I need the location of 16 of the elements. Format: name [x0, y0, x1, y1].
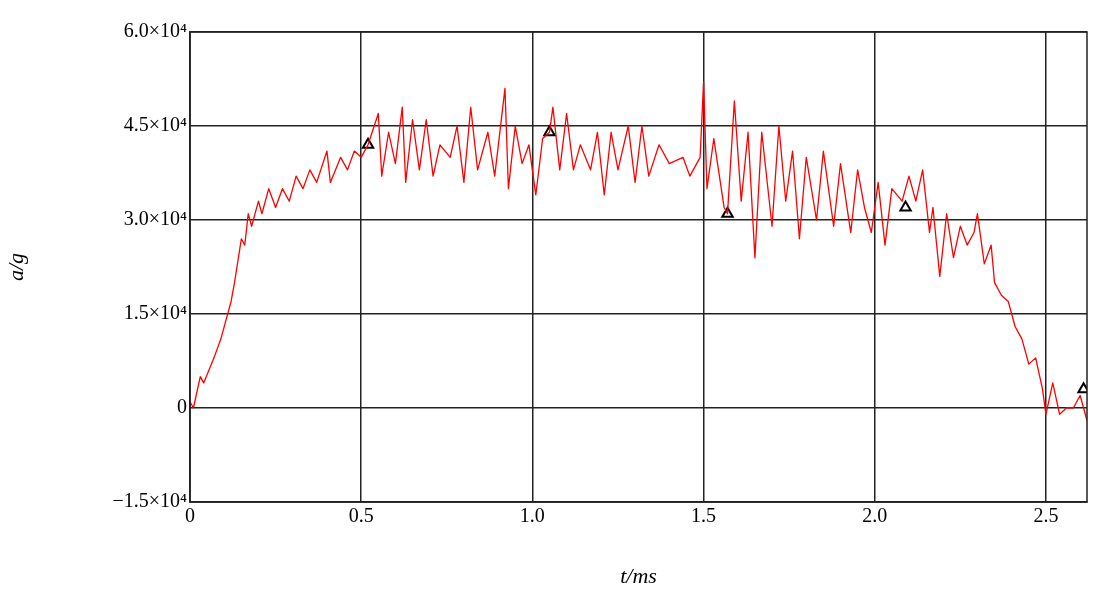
point: [899, 200, 912, 212]
x-axis-title: t/ms: [620, 562, 657, 588]
y-axis-title: a/g: [2, 252, 28, 282]
y-tick-label: 6.0×10⁴: [123, 19, 188, 42]
x-tick-label: 2.0: [862, 504, 888, 527]
y-tick-label: 3.0×10⁴: [123, 207, 188, 230]
x-tick-label: 2.5: [1033, 504, 1059, 527]
x-tick-label: 0.5: [348, 504, 374, 527]
point: [721, 206, 734, 218]
y-tick-label: 0: [177, 395, 187, 418]
x-tick-label: 1.0: [519, 504, 545, 527]
x-tick-label: 1.5: [691, 504, 717, 527]
y-tick-label: 1.5×10⁴: [123, 301, 188, 324]
point: [361, 137, 375, 149]
point: [543, 125, 556, 137]
y-tick-label: 4.5×10⁴: [123, 113, 188, 136]
